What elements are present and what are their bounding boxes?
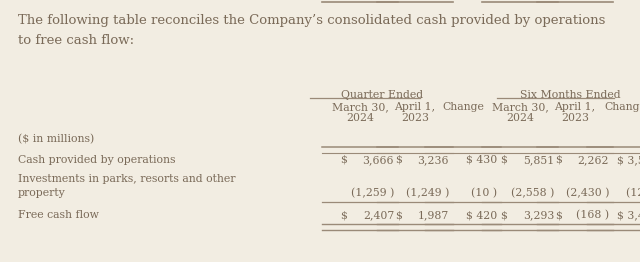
Text: 2,407: 2,407 bbox=[363, 210, 394, 220]
Text: (10 ): (10 ) bbox=[471, 188, 497, 198]
Text: $ 3,461: $ 3,461 bbox=[617, 210, 640, 220]
Text: March 30,: March 30, bbox=[492, 102, 548, 112]
Text: (2,430 ): (2,430 ) bbox=[566, 188, 609, 198]
Text: $: $ bbox=[555, 210, 562, 220]
Text: $: $ bbox=[395, 155, 402, 165]
Text: 2023: 2023 bbox=[561, 113, 589, 123]
Text: 3,293: 3,293 bbox=[523, 210, 554, 220]
Text: $: $ bbox=[340, 155, 347, 165]
Text: $: $ bbox=[555, 155, 562, 165]
Text: (1,259 ): (1,259 ) bbox=[351, 188, 394, 198]
Text: Investments in parks, resorts and other: Investments in parks, resorts and other bbox=[18, 174, 236, 184]
Text: $: $ bbox=[500, 155, 507, 165]
Text: March 30,: March 30, bbox=[332, 102, 388, 112]
Text: $: $ bbox=[340, 210, 347, 220]
Text: property: property bbox=[18, 188, 66, 198]
Text: 2024: 2024 bbox=[506, 113, 534, 123]
Text: (168 ): (168 ) bbox=[576, 210, 609, 220]
Text: Free cash flow: Free cash flow bbox=[18, 210, 99, 220]
Text: $ 420: $ 420 bbox=[466, 210, 497, 220]
Text: 3,666: 3,666 bbox=[362, 155, 394, 165]
Text: Cash provided by operations: Cash provided by operations bbox=[18, 155, 175, 165]
Text: 2,262: 2,262 bbox=[577, 155, 609, 165]
Text: The following table reconciles the Company’s consolidated cash provided by opera: The following table reconciles the Compa… bbox=[18, 14, 605, 46]
Text: 2023: 2023 bbox=[401, 113, 429, 123]
Text: (2,558 ): (2,558 ) bbox=[511, 188, 554, 198]
Text: 2024: 2024 bbox=[346, 113, 374, 123]
Text: 5,851: 5,851 bbox=[523, 155, 554, 165]
Text: (128 ): (128 ) bbox=[626, 188, 640, 198]
Text: $: $ bbox=[500, 210, 507, 220]
Text: 3,236: 3,236 bbox=[417, 155, 449, 165]
Text: 1,987: 1,987 bbox=[418, 210, 449, 220]
Text: $ 3,589: $ 3,589 bbox=[618, 155, 640, 165]
Text: $ 430: $ 430 bbox=[466, 155, 497, 165]
Text: Six Months Ended: Six Months Ended bbox=[520, 90, 620, 100]
Text: Change: Change bbox=[604, 102, 640, 112]
Text: April 1,: April 1, bbox=[554, 102, 596, 112]
Text: Quarter Ended: Quarter Ended bbox=[341, 90, 423, 100]
Text: Change: Change bbox=[442, 102, 484, 112]
Text: (1,249 ): (1,249 ) bbox=[406, 188, 449, 198]
Text: April 1,: April 1, bbox=[394, 102, 436, 112]
Text: ($ in millions): ($ in millions) bbox=[18, 134, 94, 144]
Text: $: $ bbox=[395, 210, 402, 220]
